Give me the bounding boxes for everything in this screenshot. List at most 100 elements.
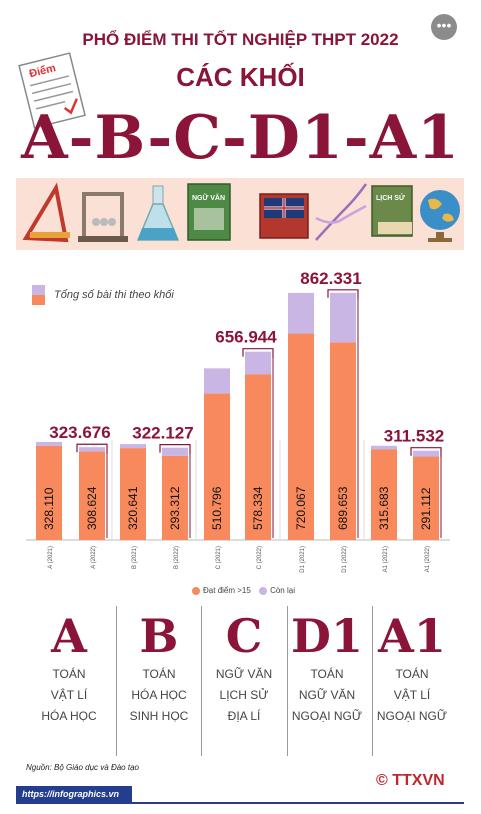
bar-value-label: 689.653 [336, 486, 350, 530]
exam-paper-icon: Điểm [18, 52, 86, 129]
svg-text:NGỮ VĂN: NGỮ VĂN [192, 193, 225, 202]
legend-dot-rest [259, 586, 268, 595]
total-bracket [410, 447, 442, 458]
block-c: C NGỮ VĂN LỊCH SỬ ĐỊA LÍ [197, 600, 291, 760]
footer-bar: https://infographics.vn [16, 786, 464, 804]
bar-pass [120, 448, 146, 540]
bar-rest [204, 368, 230, 394]
x-tick-label: A (2021) [48, 546, 54, 569]
x-tick-label: A1 (2021) [383, 546, 389, 572]
newtons-cradle-icon [78, 192, 128, 242]
bar-pass [36, 445, 62, 540]
block-subject: VẬT LÍ [50, 688, 88, 702]
total-bracket [327, 289, 359, 300]
total-bracket [76, 443, 108, 455]
ttxvn-logo: © TTXVN [376, 772, 445, 790]
bar-pass [288, 333, 314, 540]
block-subject: ĐỊA LÍ [227, 709, 261, 723]
english-book-icon [259, 193, 309, 239]
bar-rest [245, 351, 271, 375]
x-tick-label: D1 (2021) [300, 546, 306, 573]
bar-rest [288, 292, 314, 334]
total-value-label: 311.532 [384, 427, 445, 446]
block-subject: NGOẠI NGỮ [376, 709, 448, 723]
block-letter: C [225, 609, 263, 663]
bar-rest [330, 292, 356, 343]
bar-rest [36, 441, 62, 446]
svg-text:LỊCH SỬ: LỊCH SỬ [376, 193, 405, 202]
divider [372, 606, 373, 756]
block-subject: HÓA HỌC [131, 688, 187, 702]
total-bracket [159, 444, 191, 455]
total-value-label: 656.944 [215, 328, 277, 347]
bar-chart: 328.110 A (2021) 308.624 A (2022) 320.641 B (… [26, 269, 450, 573]
block-letter: A [51, 609, 87, 663]
x-tick-label: C (2021) [216, 546, 222, 569]
history-book-icon: LỊCH SỬ [371, 185, 413, 237]
globe-icon [420, 190, 460, 242]
total-value-label: 322.127 [132, 424, 193, 443]
block-letter: D1 [291, 609, 363, 663]
title-line-3: A-B-C-D1-A1 [21, 103, 460, 173]
block-subject: SINH HỌC [129, 709, 189, 723]
bar-pass [162, 455, 188, 540]
block-b: B TOÁN HÓA HỌC SINH HỌC [112, 600, 206, 760]
block-subject: TOÁN [52, 667, 86, 681]
bar-value-label: 308.624 [85, 486, 99, 530]
title-line-2: CÁC KHỐI [176, 62, 305, 92]
block-d1: D1 TOÁN NGỮ VĂN NGOẠI NGỮ [280, 600, 374, 760]
legend-swatch-pass [32, 295, 45, 305]
block-a: A TOÁN VẬT LÍ HÓA HỌC [22, 600, 116, 760]
bar-pass [413, 456, 439, 540]
literature-book-icon: NGỮ VĂN [187, 183, 231, 241]
legend-dot-pass [192, 586, 201, 595]
copyright-mark: © [376, 772, 388, 789]
x-tick-label: B (2022) [174, 546, 180, 569]
legend-pass-label: Đạt điểm >15 [203, 586, 251, 595]
dna-icon [315, 183, 368, 241]
block-subject: TOÁN [310, 667, 344, 681]
total-value-label: 862.331 [300, 269, 361, 288]
bar-value-label: 328.110 [42, 487, 56, 530]
source-note: Nguồn: Bộ Giáo dục và Đào tạo [26, 763, 139, 772]
block-subject: VẬT LÍ [393, 688, 431, 702]
exam-blocks: A TOÁN VẬT LÍ HÓA HỌC B TOÁN HÓA HỌC SIN… [0, 600, 481, 760]
bar-rest [162, 447, 188, 456]
bar-value-label: 510.796 [210, 486, 224, 530]
bar-value-label: 578.334 [251, 486, 265, 530]
x-tick-label: A (2022) [91, 546, 97, 569]
bar-pass [204, 393, 230, 540]
block-subject: LỊCH SỬ [219, 688, 269, 702]
legend-total-label: Tổng số bài thi theo khối [54, 289, 174, 301]
legend-rest-label: Còn lại [270, 586, 295, 595]
bar-pass [371, 449, 397, 540]
block-subject: HÓA HỌC [41, 709, 97, 723]
bar-value-label: 291.112 [419, 487, 433, 530]
ruler-triangle-icon [22, 182, 70, 243]
logo-text: TTXVN [392, 772, 445, 789]
total-bracket [242, 348, 274, 359]
bar-rest [120, 444, 146, 449]
subject-icons-strip: NGỮ VĂN LỊCH SỬ [16, 178, 464, 250]
legend-swatch-rest [32, 285, 45, 295]
title-line-1: PHỔ ĐIỂM THI TỐT NGHIỆP THPT 2022 [82, 30, 399, 49]
bar-rest [79, 447, 105, 452]
infographics-link[interactable]: https://infographics.vn [16, 786, 132, 802]
bar-pass [79, 451, 105, 540]
block-letter: B [139, 609, 179, 663]
bar-pass [330, 342, 356, 540]
block-subject: TOÁN [395, 667, 429, 681]
x-tick-label: C (2022) [257, 546, 263, 569]
chart-legend-bottom: Đạt điểm >15 Còn lại [0, 586, 481, 595]
flask-icon [136, 185, 180, 241]
divider [116, 606, 117, 756]
x-tick-label: B (2021) [132, 546, 138, 569]
bar-pass [245, 374, 271, 540]
block-letter: A1 [378, 609, 446, 663]
bar-rest [413, 450, 439, 457]
bar-value-label: 315.683 [377, 486, 391, 530]
total-value-label: 323.676 [49, 423, 110, 442]
more-options-button[interactable]: ••• [431, 14, 457, 40]
bar-value-label: 293.312 [168, 486, 182, 530]
x-tick-label: D1 (2022) [342, 546, 348, 573]
